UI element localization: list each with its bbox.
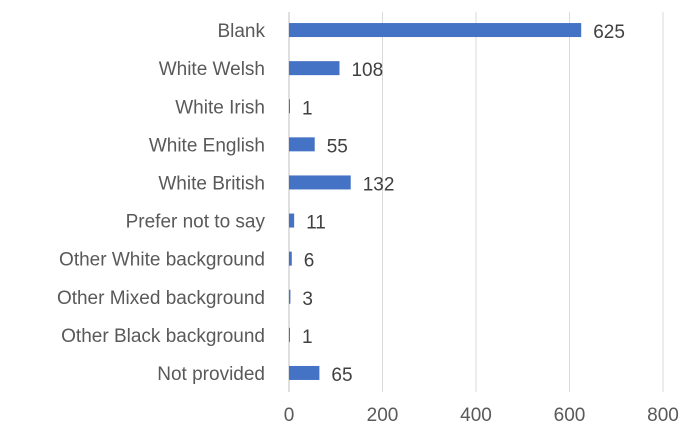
bar-9 [289,365,320,380]
x-tick-labels: 0 200 400 600 800 [284,405,679,426]
category-label-3: White English [149,135,265,156]
category-label-1: White Welsh [159,59,265,80]
category-label-0: Blank [217,21,265,42]
x-tick-label-600: 600 [554,405,586,426]
data-labels: 625 108 1 55 132 11 6 3 1 65 [302,22,625,386]
category-label-9: Not provided [157,364,265,385]
bar-4 [289,175,351,190]
data-label-1: 108 [351,60,383,81]
bar-1 [289,61,340,76]
data-label-0: 625 [593,22,625,43]
bar-7 [289,289,291,304]
data-label-6: 6 [304,251,315,272]
x-tick-label-800: 800 [647,405,679,426]
data-label-8: 1 [302,327,313,348]
category-label-2: White Irish [175,97,265,118]
bar-8 [289,327,290,342]
category-label-6: Other White background [59,250,265,271]
bar-2 [289,99,290,114]
category-label-7: Other Mixed background [57,288,265,309]
bar-6 [289,251,292,266]
category-label-5: Prefer not to say [126,212,266,233]
x-tick-label-200: 200 [367,405,399,426]
category-labels: Blank White Welsh White Irish White English… [57,21,266,385]
category-label-4: White British [158,173,265,194]
data-label-3: 55 [327,136,348,157]
gridlines [382,12,664,392]
data-label-4: 132 [363,174,395,195]
data-label-9: 65 [331,365,352,386]
bar-5 [289,213,295,228]
x-tick-label-400: 400 [460,405,492,426]
data-label-7: 3 [302,289,313,310]
data-label-2: 1 [302,98,313,119]
category-label-8: Other Black background [61,326,265,347]
data-label-5: 11 [306,213,326,234]
bars [289,23,582,380]
bar-3 [289,137,315,152]
bar-0 [289,23,582,38]
x-tick-label-0: 0 [284,405,295,426]
